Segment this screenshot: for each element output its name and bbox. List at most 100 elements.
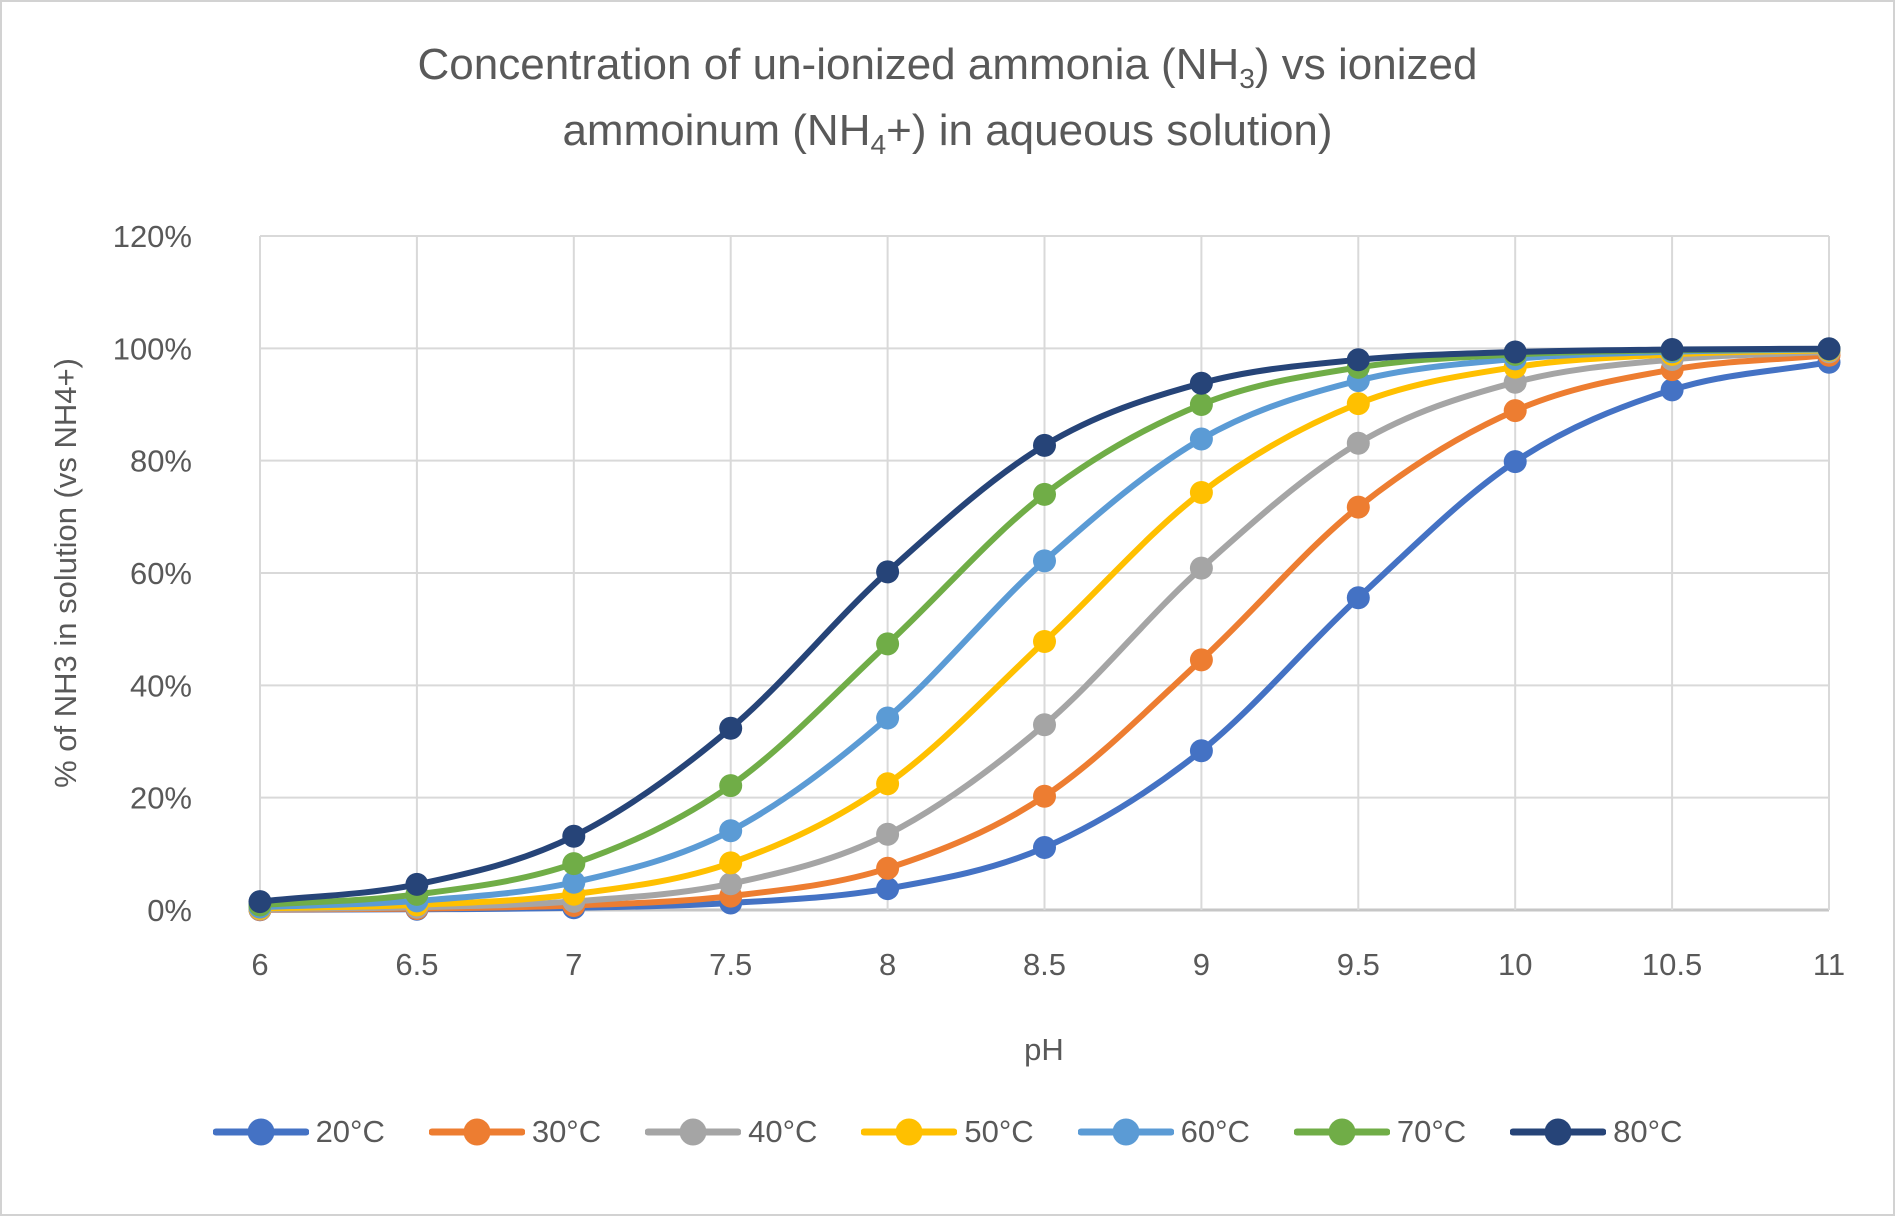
y-tick-label: 20%	[130, 781, 192, 816]
legend-dot	[1544, 1118, 1572, 1146]
data-point	[1346, 586, 1370, 610]
legend-marker-icon	[1510, 1118, 1607, 1146]
legend-marker-icon	[645, 1118, 742, 1146]
chart-title-line1: Concentration of un-ionized ammonia (NH3…	[2, 34, 1893, 100]
data-point	[876, 632, 900, 656]
title-subscript: 3	[1239, 63, 1255, 95]
data-point	[1503, 450, 1527, 474]
data-point	[1033, 549, 1056, 573]
x-tick-label: 8.5	[1023, 947, 1066, 982]
gridlines	[259, 235, 1830, 912]
legend-marker-icon	[212, 1118, 309, 1146]
legend: 20°C 30°C 40°C 50°C 60°C 70°C 80°C	[2, 1114, 1893, 1150]
x-tick-label: 7.5	[709, 947, 752, 982]
x-tick-label: 6.5	[395, 947, 438, 982]
data-point	[1189, 481, 1213, 504]
y-axis-tick-labels: 0% 20% 40% 60% 80% 100% 120%	[113, 219, 192, 928]
data-point	[1033, 836, 1056, 859]
title-text: Concentration of un-ionized ammonia (NH	[417, 40, 1240, 89]
y-tick-label: 0%	[147, 893, 192, 928]
data-point	[876, 772, 900, 796]
legend-dot	[1328, 1118, 1356, 1146]
data-point	[1503, 340, 1527, 364]
data-point	[719, 774, 743, 798]
data-point	[1346, 431, 1370, 455]
data-point	[562, 824, 586, 848]
series-lines	[248, 337, 1841, 922]
data-point	[562, 870, 586, 894]
legend-dot	[463, 1118, 491, 1146]
data-point	[1346, 392, 1370, 416]
chart-title: Concentration of un-ionized ammonia (NH3…	[2, 34, 1893, 166]
legend-item-40°C: 40°C	[645, 1114, 817, 1150]
legend-label: 20°C	[315, 1114, 385, 1149]
title-subscript: 4	[870, 129, 887, 161]
x-tick-label: 8	[879, 947, 896, 982]
x-tick-label: 9	[1193, 947, 1210, 982]
legend-label: 80°C	[1613, 1114, 1683, 1149]
legend-marker-icon	[861, 1118, 958, 1146]
data-point	[1189, 556, 1213, 580]
legend-dot	[895, 1118, 923, 1146]
data-point	[1033, 433, 1056, 457]
legend-label: 50°C	[964, 1114, 1034, 1149]
legend-item-30°C: 30°C	[428, 1114, 601, 1150]
x-axis-tick-labels: 6 6.5 7 7.5 8 8.5 9 9.5 10 10.5 11	[251, 947, 1845, 982]
x-tick-label: 9.5	[1337, 947, 1380, 982]
series-line-30°C	[257, 352, 1832, 913]
data-point	[1189, 739, 1213, 763]
legend-label: 60°C	[1180, 1114, 1250, 1149]
series-markers-80°C	[248, 337, 1841, 914]
data-point	[1817, 337, 1841, 361]
y-tick-label: 120%	[113, 219, 192, 254]
data-point	[719, 819, 743, 843]
y-axis-title: % of NH3 in solution (vs NH4+)	[48, 358, 83, 788]
data-point	[876, 822, 900, 846]
data-point	[1189, 648, 1213, 672]
y-tick-label: 80%	[130, 444, 192, 479]
legend-label: 70°C	[1396, 1114, 1467, 1149]
data-point	[719, 872, 743, 896]
data-point	[876, 560, 900, 584]
y-tick-label: 60%	[130, 556, 192, 591]
legend-marker-icon	[428, 1118, 525, 1146]
legend-dot	[679, 1118, 707, 1146]
data-point	[1503, 399, 1527, 423]
data-point	[1189, 371, 1213, 395]
data-point	[562, 852, 586, 876]
data-point	[876, 856, 900, 880]
data-point	[1189, 427, 1213, 451]
data-point	[719, 716, 743, 740]
data-point	[1033, 482, 1056, 506]
x-tick-label: 10.5	[1642, 947, 1702, 982]
series-line-40°C	[257, 348, 1832, 913]
legend-item-60°C: 60°C	[1077, 1114, 1250, 1150]
data-point	[1660, 378, 1684, 402]
chart-title-line2: ammoinum (NH4+) in aqueous solution)	[2, 100, 1893, 166]
legend-item-50°C: 50°C	[861, 1114, 1034, 1150]
data-point	[1660, 338, 1684, 361]
title-text: ammoinum (NH	[562, 106, 871, 155]
x-tick-label: 10	[1498, 947, 1532, 982]
data-point	[1189, 393, 1213, 416]
data-point	[719, 851, 743, 875]
title-text: ) vs ionized	[1254, 40, 1478, 89]
legend-dot	[247, 1118, 275, 1146]
legend-dot	[1112, 1118, 1140, 1146]
x-tick-label: 6	[251, 947, 268, 982]
data-point	[1346, 495, 1370, 519]
data-point	[1033, 784, 1056, 808]
legend-marker-icon	[1077, 1118, 1174, 1146]
legend-item-70°C: 70°C	[1293, 1114, 1467, 1150]
x-axis-title: pH	[1024, 1032, 1064, 1067]
x-tick-label: 7	[565, 947, 582, 982]
legend-marker-icon	[1293, 1118, 1390, 1146]
legend-label: 40°C	[748, 1114, 818, 1149]
data-point	[1033, 713, 1056, 737]
data-point	[405, 872, 429, 896]
series-line-80°C	[257, 345, 1832, 905]
title-text: +) in aqueous solution)	[886, 106, 1333, 155]
data-point	[876, 706, 900, 730]
